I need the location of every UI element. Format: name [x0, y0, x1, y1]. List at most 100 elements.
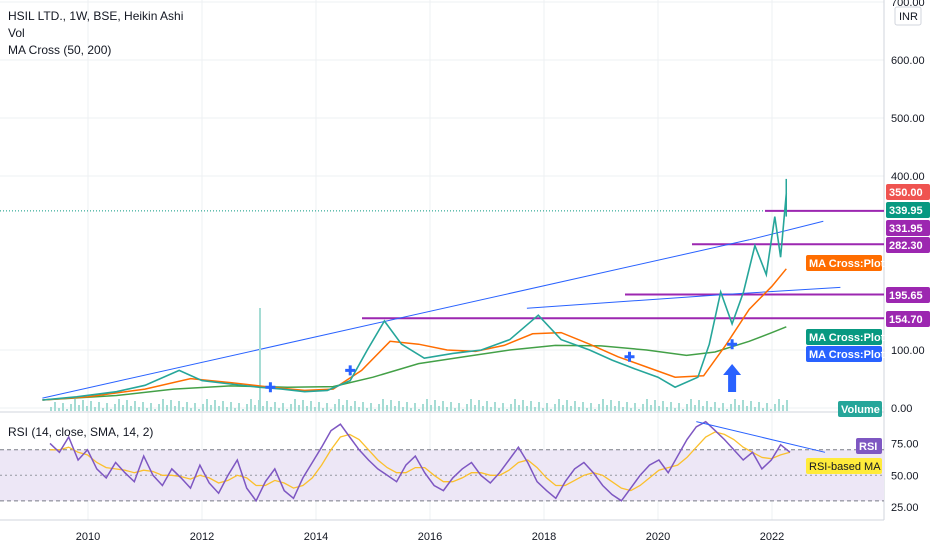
ma200-line — [42, 326, 787, 401]
volume-bar — [534, 407, 536, 411]
volume-bar — [574, 401, 576, 411]
price-axis[interactable]: 700.00 600.00 500.00 400.00 100.00 0.00 INR 75.… — [891, 0, 925, 514]
volume-bar — [686, 404, 688, 411]
volume-bar — [126, 400, 128, 411]
volume-bar — [310, 401, 312, 411]
volume-bar — [322, 408, 324, 411]
rsi-trend-line — [696, 421, 826, 453]
time-tick-label: 2010 — [76, 531, 100, 543]
volume-bar — [730, 404, 732, 411]
volume-bar — [710, 407, 712, 411]
volume-bar — [146, 408, 148, 411]
volume-bar — [66, 409, 68, 411]
volume-bar — [706, 401, 708, 411]
indicator-vol[interactable]: Vol — [8, 26, 25, 40]
rsi-tick-label: 25.00 — [891, 502, 919, 514]
volume-bar — [454, 408, 456, 411]
volume-bar — [74, 399, 76, 411]
trend-line — [42, 239, 750, 399]
volume-bar — [746, 406, 748, 411]
indicator-ma-cross[interactable]: MA Cross (50, 200) — [8, 43, 112, 57]
volume-bar — [578, 407, 580, 411]
volume-bar — [222, 401, 224, 411]
rsi-title[interactable]: RSI (14, close, SMA, 14, 2) — [8, 425, 154, 439]
price-tick-label: 600.00 — [891, 55, 925, 67]
volume-bars — [50, 308, 788, 411]
price-tick-label: 0.00 — [891, 403, 912, 415]
price-tag — [886, 311, 930, 327]
rsi-panel — [0, 420, 884, 503]
volume-bar — [266, 401, 268, 411]
chart-title[interactable]: HSIL LTD., 1W, BSE, Heikin Ashi — [8, 9, 184, 23]
price-line — [42, 193, 788, 401]
volume-bar — [434, 400, 436, 411]
volume-bar — [226, 407, 228, 411]
volume-bar — [118, 399, 120, 411]
price-tag — [806, 329, 882, 345]
volume-bar — [526, 406, 528, 411]
volume-bar — [738, 405, 740, 411]
volume-bar — [286, 409, 288, 411]
volume-bar — [546, 403, 548, 411]
volume-bar — [722, 403, 724, 411]
volume-bar — [70, 404, 72, 411]
volume-bar — [294, 399, 296, 411]
volume-bar — [610, 400, 612, 411]
volume-bar — [602, 399, 604, 411]
rsi-tick-label: 75.00 — [891, 438, 919, 450]
volume-bar — [762, 408, 764, 411]
up-arrow-icon — [723, 364, 742, 392]
volume-bar — [86, 406, 88, 411]
volume-bar — [598, 404, 600, 411]
volume-bar — [130, 406, 132, 411]
price-tick-label: 700.00 — [891, 0, 925, 9]
price-tag — [806, 346, 882, 362]
trend-line — [749, 220, 824, 241]
volume-bar — [458, 403, 460, 411]
volume-bar — [406, 402, 408, 411]
price-tag — [838, 401, 882, 417]
rsi-ma-line — [50, 431, 791, 492]
volume-bar — [318, 402, 320, 411]
rsi-tag — [856, 438, 882, 454]
cross-marker — [727, 339, 738, 350]
volume-bar — [306, 406, 308, 411]
price-tick-label: 500.00 — [891, 113, 925, 125]
volume-bar — [562, 405, 564, 411]
volume-bar — [418, 409, 420, 411]
volume-bar — [250, 399, 252, 411]
time-axis[interactable]: 2010 2012 2014 2016 2018 2020 2022 — [76, 531, 784, 543]
volume-bar — [326, 403, 328, 411]
volume-bar — [594, 409, 596, 411]
price-tag — [806, 255, 882, 271]
price-tag-label: 154.70 — [889, 314, 923, 326]
volume-bar — [346, 400, 348, 411]
volume-bar — [94, 407, 96, 411]
volume-bar — [110, 409, 112, 411]
volume-bar — [246, 404, 248, 411]
volume-bar — [290, 404, 292, 411]
volume-bar — [262, 406, 264, 411]
rsi-tag-label: RSI-based MA — [809, 461, 881, 473]
volume-bar — [138, 407, 140, 411]
horizontal-levels — [362, 209, 884, 320]
volume-bar — [366, 408, 368, 411]
volume-bar — [490, 407, 492, 411]
volume-bar — [622, 407, 624, 411]
volume-bar — [654, 400, 656, 411]
volume-bar — [530, 401, 532, 411]
volume-bar — [474, 405, 476, 411]
volume-bar — [782, 405, 784, 411]
volume-bar — [50, 407, 52, 411]
price-tags: 350.00 339.95 331.95 282.30 MA Cross:Plot 195… — [806, 184, 930, 474]
volume-bar — [386, 405, 388, 411]
currency-badge — [894, 6, 922, 26]
volume-bar — [62, 403, 64, 411]
volume-bar — [230, 402, 232, 411]
price-tag — [886, 237, 930, 253]
volume-bar — [238, 403, 240, 411]
rsi-tick-label: 50.00 — [891, 470, 919, 482]
volume-bar — [114, 404, 116, 411]
volume-bar — [134, 401, 136, 411]
